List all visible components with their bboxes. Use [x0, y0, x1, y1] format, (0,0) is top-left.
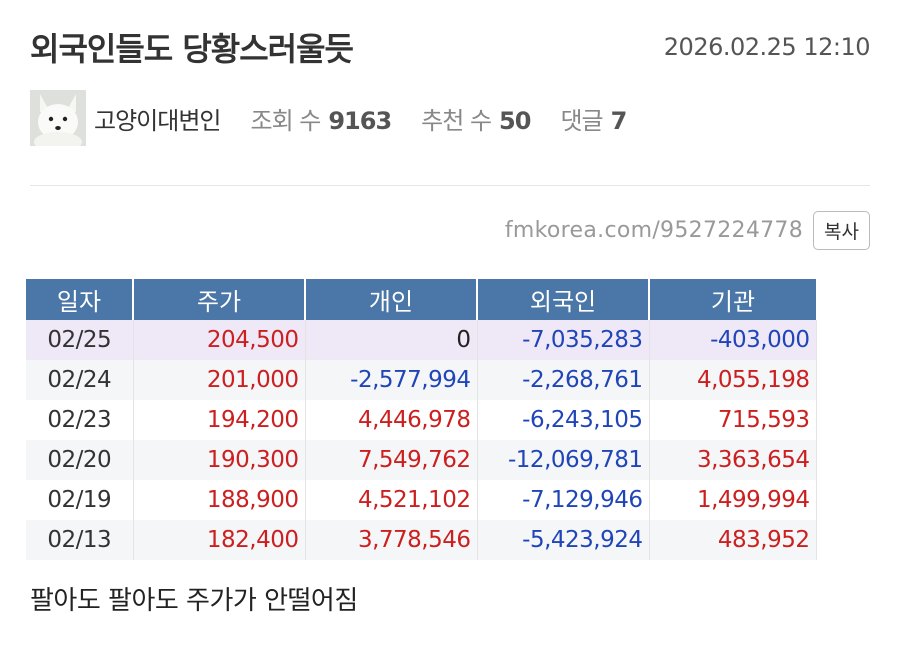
header-institution: 기관: [649, 279, 816, 320]
copy-url-button[interactable]: 복사: [813, 210, 870, 250]
cell-date: 02/25: [26, 320, 134, 360]
post-url[interactable]: fmkorea.com/9527224778: [504, 217, 804, 243]
cell-individual: 7,549,762: [305, 440, 478, 480]
cell-price: 194,200: [133, 400, 306, 440]
cell-date: 02/13: [26, 520, 134, 560]
table-header-row: 일자 주가 개인 외국인 기관: [26, 279, 816, 320]
cell-date: 02/23: [26, 400, 134, 440]
cell-individual: 4,521,102: [305, 480, 478, 520]
cell-individual: 3,778,546: [305, 520, 478, 560]
header-foreign: 외국인: [477, 279, 650, 320]
cell-institution: 1,499,994: [649, 480, 817, 520]
cell-foreign: -2,268,761: [477, 360, 650, 400]
table-row: 02/20 190,300 7,549,762 -12,069,781 3,363,65…: [26, 440, 817, 480]
cell-institution: -403,000: [649, 320, 817, 360]
post-datetime: 2026.02.25 12:10: [663, 33, 871, 61]
cell-date: 02/20: [26, 440, 134, 480]
table-row: 02/25 204,500 0 -7,035,283 -403,000: [26, 320, 817, 360]
cell-date: 02/24: [26, 360, 134, 400]
investor-trading-table: 일자 주가 개인 외국인 기관 02/25 204,500 0 -7,035,283-…: [26, 279, 817, 560]
table-row: 02/13 182,400 3,778,546 -5,423,924 483,952: [26, 520, 817, 560]
cell-institution: 4,055,198: [649, 360, 817, 400]
cell-foreign: -6,243,105: [477, 400, 650, 440]
cell-foreign: -7,129,946: [477, 480, 650, 520]
header-price: 주가: [133, 279, 306, 320]
cell-price: 201,000: [133, 360, 306, 400]
views-count: 조회 수 9163: [250, 106, 392, 135]
comments-count[interactable]: 댓글 7: [560, 106, 627, 135]
cell-individual: 0: [305, 320, 478, 360]
cell-foreign: -7,035,283: [477, 320, 650, 360]
cell-foreign: -12,069,781: [477, 440, 650, 480]
white-fox-avatar-icon: [30, 90, 86, 146]
author-name[interactable]: 고양이대변인: [94, 106, 221, 135]
header-individual: 개인: [305, 279, 478, 320]
cell-foreign: -5,423,924: [477, 520, 650, 560]
avatar[interactable]: [30, 90, 86, 146]
cell-price: 182,400: [133, 520, 306, 560]
cell-institution: 3,363,654: [649, 440, 817, 480]
cell-price: 204,500: [133, 320, 306, 360]
post-body-text: 팔아도 팔아도 주가가 안떨어짐: [30, 586, 358, 616]
post-meta: 고양이대변인 조회 수 9163 추천 수 50 댓글 7: [30, 90, 656, 146]
url-row: fmkorea.com/9527224778 복사: [504, 210, 870, 250]
likes-count: 추천 수 50: [421, 106, 531, 135]
cell-date: 02/19: [26, 480, 134, 520]
cell-price: 190,300: [133, 440, 306, 480]
divider: [30, 185, 870, 186]
table-row: 02/23 194,200 4,446,978 -6,243,105 715,593: [26, 400, 817, 440]
post-title: 외국인들도 당황스러울듯: [30, 30, 354, 68]
table-row: 02/19 188,900 4,521,102 -7,129,946 1,499,994: [26, 480, 817, 520]
table-row: 02/24 201,000 -2,577,994 -2,268,761 4,055,19…: [26, 360, 817, 400]
cell-institution: 483,952: [649, 520, 817, 560]
cell-individual: -2,577,994: [305, 360, 478, 400]
cell-individual: 4,446,978: [305, 400, 478, 440]
header-date: 일자: [26, 279, 134, 320]
cell-institution: 715,593: [649, 400, 817, 440]
cell-price: 188,900: [133, 480, 306, 520]
